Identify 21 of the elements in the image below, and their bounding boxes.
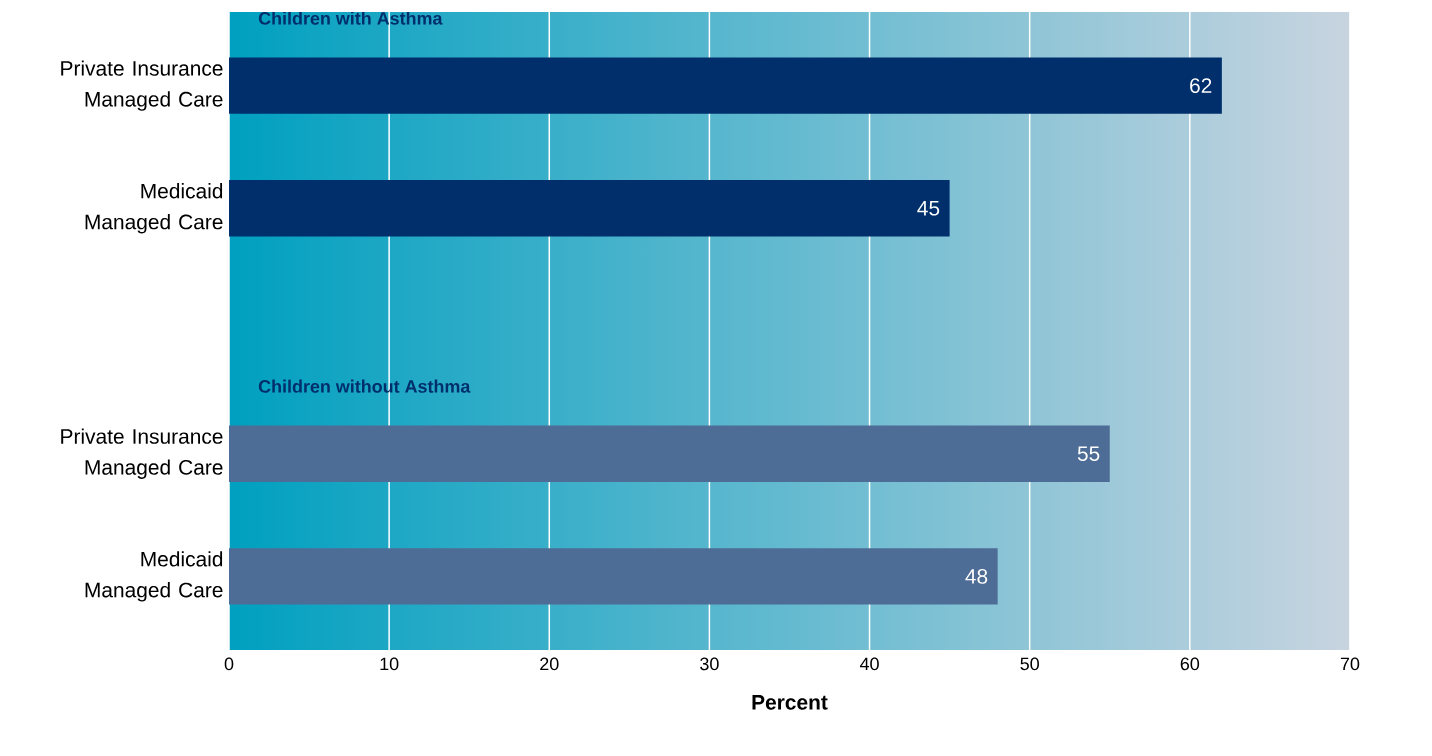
x-tick-label: 60 bbox=[1180, 657, 1200, 671]
data-label: 45 bbox=[917, 201, 940, 216]
data-label: 55 bbox=[1077, 446, 1100, 461]
x-tick-label: 70 bbox=[1340, 657, 1360, 671]
y-tick-label: Private Insurance Managed Care bbox=[61, 60, 223, 111]
bar bbox=[229, 57, 1222, 114]
y-tick-label: Medicaid Managed Care bbox=[85, 551, 223, 602]
x-tick-label: 10 bbox=[380, 657, 399, 671]
x-tick-label: 20 bbox=[540, 657, 559, 671]
x-tick-label: 40 bbox=[859, 657, 879, 671]
x-tick-label: 0 bbox=[224, 657, 234, 671]
y-tick-label: Private Insurance Managed Care bbox=[61, 428, 223, 479]
data-label: 62 bbox=[1190, 78, 1212, 94]
bar bbox=[229, 548, 998, 605]
y-tick-label: Medicaid Managed Care bbox=[85, 183, 223, 234]
data-label: 48 bbox=[965, 568, 988, 584]
bar bbox=[229, 425, 1110, 482]
x-axis-title: Percent bbox=[752, 695, 828, 710]
bar bbox=[229, 180, 950, 237]
x-tick-label: 50 bbox=[1020, 657, 1039, 671]
x-tick-label: 30 bbox=[700, 657, 719, 671]
